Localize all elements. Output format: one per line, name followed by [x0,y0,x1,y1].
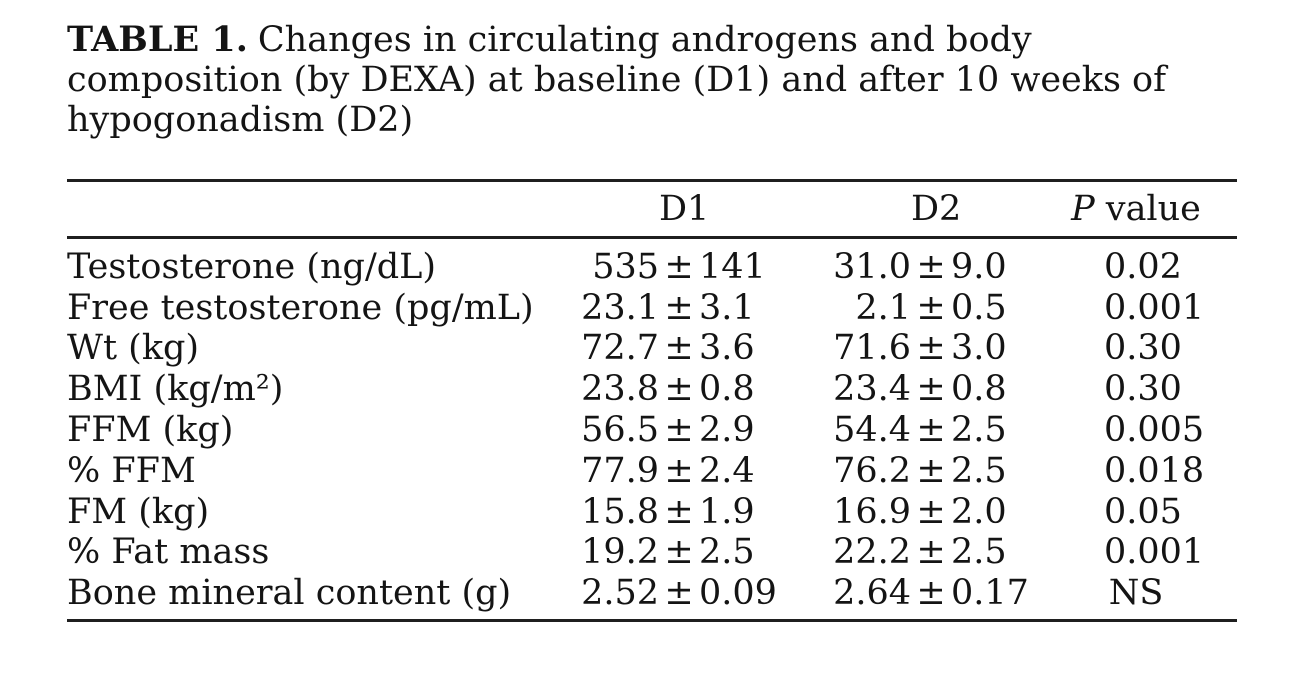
d2-sd: 2.5 [951,450,1007,491]
d1-sd: 2.4 [699,450,755,491]
col-header-p-value: P value [1035,189,1237,229]
d2-sd: 3.0 [951,328,1007,369]
row-label: Testosterone (ng/dL) [67,246,437,287]
plus-minus-symbol: ± [664,369,694,410]
plus-minus-symbol: ± [664,246,694,287]
p-rest: value [1094,189,1201,229]
table-mid-rule [67,236,1237,239]
plus-minus-symbol: ± [916,491,946,532]
row-label: % FFM [67,450,196,491]
plus-minus-symbol: ± [916,369,946,410]
d2-mean: 23.4 [833,369,911,410]
table-row: BMI (kg/m²) 23.8 ±0.8 23.4 ±0.8 0.30 [67,369,1237,410]
d2-sd: 2.0 [951,491,1007,532]
plus-minus-symbol: ± [916,328,946,369]
d2-mean: 16.9 [833,491,911,532]
table-row: FM (kg) 15.8 ±1.9 16.9 ±2.0 0.05 [67,491,1237,532]
d2-mean: 31.0 [833,246,911,287]
d1-sd: 0.8 [699,369,755,410]
col-header-d1: D1 [659,189,710,229]
table-number-label: TABLE 1. [67,19,248,60]
p-value: 0.005 [1104,410,1205,451]
d1-sd: 2.5 [699,532,755,573]
d2-sd: 0.17 [951,573,1029,614]
d1-mean: 535 [592,246,659,287]
d1-mean: 77.9 [581,450,659,491]
row-label: Bone mineral content (g) [67,573,512,614]
table-row: Bone mineral content (g) 2.52 ±0.09 2.64 ±0.… [67,573,1237,614]
d1-sd: 1.9 [699,491,755,532]
table-row: % FFM 77.9 ±2.4 76.2 ±2.5 0.018 [67,450,1237,491]
d2-sd: 0.5 [951,287,1007,328]
p-value: 0.30 [1104,369,1182,410]
d2-mean: 76.2 [833,450,911,491]
d1-mean: 23.1 [581,287,659,328]
caption-line-2: composition (by DEXA) at baseline (D1) a… [67,60,1167,100]
plus-minus-symbol: ± [916,450,946,491]
d1-sd: 3.1 [699,287,755,328]
table-row: Free testosterone (pg/mL) 23.1 ±3.1 2.1 ±0.5… [67,287,1237,328]
plus-minus-symbol: ± [916,573,946,614]
row-label: Wt (kg) [67,328,200,369]
d2-sd: 9.0 [951,246,1007,287]
plus-minus-symbol: ± [664,573,694,614]
data-table: D1 D2 P value Testosterone (ng/dL) 535 ±14… [67,179,1237,622]
row-label: FM (kg) [67,491,210,532]
d1-mean: 15.8 [581,491,659,532]
p-value: 0.018 [1104,450,1205,491]
table-top-rule [67,179,1237,182]
table-caption: TABLE 1. Changes in circulating androgens… [67,19,1167,141]
table-row: FFM (kg) 56.5 ±2.9 54.4 ±2.5 0.005 [67,410,1237,451]
table-row: % Fat mass 19.2 ±2.5 22.2 ±2.5 0.001 [67,532,1237,573]
plus-minus-symbol: ± [664,328,694,369]
d1-sd: 3.6 [699,328,755,369]
d1-mean: 72.7 [581,328,659,369]
p-italic: P [1071,189,1095,229]
plus-minus-symbol: ± [664,287,694,328]
p-value: 0.05 [1104,491,1182,532]
table-header-row: D1 D2 P value [67,182,1237,236]
d1-mean: 23.8 [581,369,659,410]
p-value: 0.02 [1104,246,1182,287]
table-bottom-rule [67,618,1237,622]
plus-minus-symbol: ± [916,532,946,573]
d2-mean: 71.6 [833,328,911,369]
row-label: % Fat mass [67,532,270,573]
plus-minus-symbol: ± [664,410,694,451]
plus-minus-symbol: ± [916,410,946,451]
caption-line-1: TABLE 1. Changes in circulating androgens… [67,19,1166,61]
col-header-d2: D2 [911,189,962,229]
d2-sd: 0.8 [951,369,1007,410]
p-value: NS [1108,573,1164,614]
d1-sd: 141 [699,246,766,287]
plus-minus-symbol: ± [916,246,946,287]
table-row: Testosterone (ng/dL) 535 ±141 31.0 ±9.0 0.02 [67,247,1237,288]
plus-minus-symbol: ± [664,532,694,573]
d1-sd: 2.9 [699,410,755,451]
d2-mean: 54.4 [833,410,911,451]
d1-mean: 19.2 [581,532,659,573]
d1-sd: 0.09 [699,573,777,614]
d2-sd: 2.5 [951,410,1007,451]
d2-mean: 2.1 [855,287,911,328]
p-value: 0.30 [1104,328,1182,369]
row-label: BMI (kg/m²) [67,369,284,410]
caption-line-1-text: Changes in circulating androgens and bod… [257,20,1032,60]
table-body: Testosterone (ng/dL) 535 ±141 31.0 ±9.0 0.02 F… [67,239,1237,619]
caption-line-3: hypogonadism (D2) [67,100,414,140]
plus-minus-symbol: ± [916,287,946,328]
d1-mean: 56.5 [581,410,659,451]
d2-mean: 22.2 [833,532,911,573]
row-label: Free testosterone (pg/mL) [67,287,534,328]
plus-minus-symbol: ± [664,450,694,491]
plus-minus-symbol: ± [664,491,694,532]
d2-mean: 2.64 [833,573,911,614]
p-value: 0.001 [1104,287,1205,328]
d1-mean: 2.52 [581,573,659,614]
p-value: 0.001 [1104,532,1205,573]
table-row: Wt (kg) 72.7 ±3.6 71.6 ±3.0 0.30 [67,328,1237,369]
row-label: FFM (kg) [67,410,234,451]
d2-sd: 2.5 [951,532,1007,573]
